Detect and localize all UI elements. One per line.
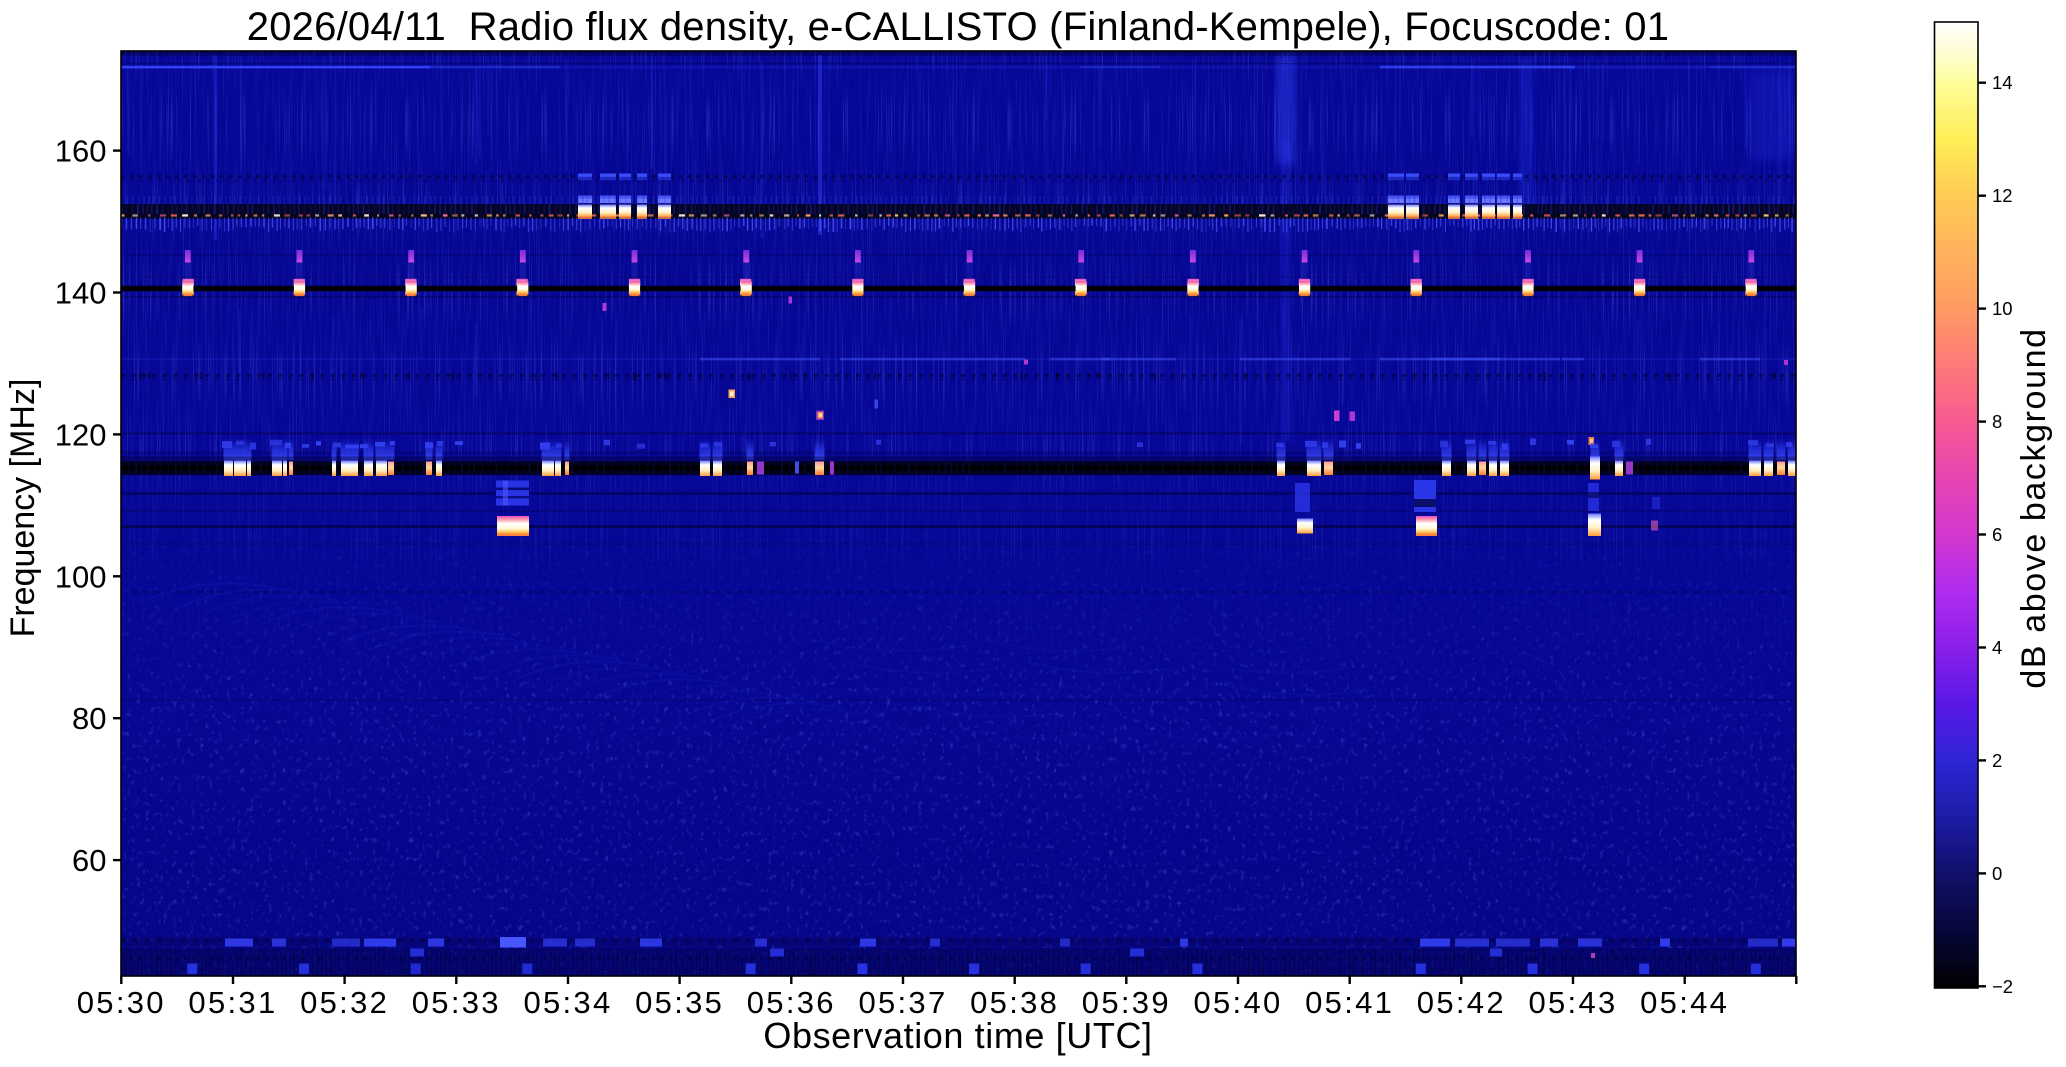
svg-text:05:36: 05:36 — [747, 985, 836, 1020]
svg-text:05:42: 05:42 — [1417, 985, 1506, 1020]
svg-text:05:43: 05:43 — [1528, 985, 1617, 1020]
svg-text:120: 120 — [55, 417, 107, 452]
svg-text:05:32: 05:32 — [300, 985, 389, 1020]
svg-text:Frequency [MHz]: Frequency [MHz] — [4, 379, 42, 638]
svg-text:12: 12 — [1992, 185, 2013, 206]
svg-text:10: 10 — [1992, 298, 2013, 319]
svg-text:0: 0 — [1992, 863, 2002, 884]
svg-text:05:44: 05:44 — [1640, 985, 1729, 1020]
svg-text:05:30: 05:30 — [77, 985, 166, 1020]
svg-text:05:34: 05:34 — [523, 985, 612, 1020]
svg-text:14: 14 — [1992, 72, 2013, 93]
svg-text:05:40: 05:40 — [1193, 985, 1282, 1020]
svg-text:05:41: 05:41 — [1305, 985, 1394, 1020]
svg-text:100: 100 — [55, 559, 107, 594]
svg-text:8: 8 — [1992, 411, 2002, 432]
svg-text:05:31: 05:31 — [188, 985, 277, 1020]
svg-text:Observation time [UTC]: Observation time [UTC] — [763, 1015, 1152, 1056]
svg-text:140: 140 — [55, 276, 107, 311]
svg-text:05:35: 05:35 — [635, 985, 724, 1020]
svg-text:−2: −2 — [1992, 976, 2013, 997]
svg-text:160: 160 — [55, 134, 107, 169]
svg-text:05:39: 05:39 — [1082, 985, 1171, 1020]
svg-text:05:38: 05:38 — [970, 985, 1059, 1020]
svg-text:05:33: 05:33 — [412, 985, 501, 1020]
svg-text:05:37: 05:37 — [858, 985, 947, 1020]
svg-text:4: 4 — [1992, 637, 2002, 658]
svg-text:2: 2 — [1992, 750, 2002, 771]
svg-text:6: 6 — [1992, 524, 2002, 545]
svg-text:dB above background: dB above background — [2015, 327, 2053, 688]
svg-text:2026/04/11 Radio flux density: 2026/04/11 Radio flux density, e-CALLIST… — [247, 5, 1669, 49]
svg-text:60: 60 — [72, 843, 106, 878]
svg-text:80: 80 — [72, 701, 106, 736]
